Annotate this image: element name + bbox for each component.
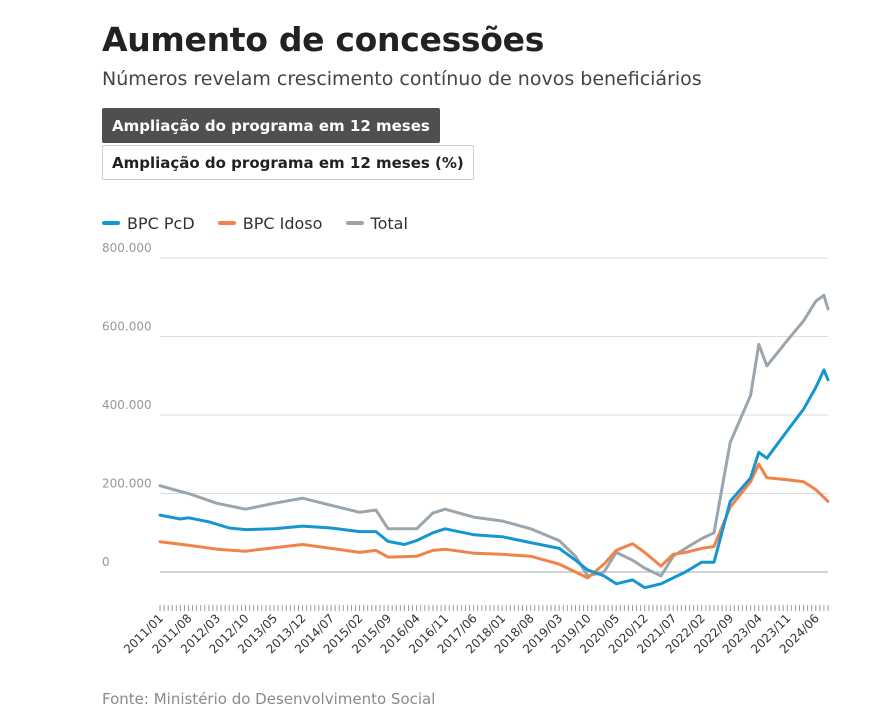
y-tick-label: 400.000 [102,398,152,412]
y-tick-label: 200.000 [102,477,152,491]
series-line-bpc-pcd [158,368,830,590]
legend-item-total[interactable]: Total [345,213,408,233]
legend-swatch-bpc-pcd [102,221,120,225]
page-subtitle: Números revelam crescimento contínuo de … [102,68,702,90]
line-chart: 0200.000400.000600.000800.0002011/012011… [102,241,830,656]
tab-group: Ampliação do programa em 12 meses Amplia… [102,108,862,180]
chart-header: Aumento de concessões Números revelam cr… [102,0,862,180]
page-title: Aumento de concessões [102,20,545,59]
chart-legend: BPC PcD BPC Idoso Total [102,210,426,233]
legend-label-bpc-pcd: BPC PcD [127,213,195,233]
y-tick-label: 800.000 [102,241,152,255]
tab-percent-growth[interactable]: Ampliação do programa em 12 meses (%) [102,145,474,180]
y-tick-label: 0 [102,555,110,569]
series-line-bpc-idoso [158,462,830,580]
legend-item-bpc-pcd[interactable]: BPC PcD [102,214,195,233]
tab-absolute-growth[interactable]: Ampliação do programa em 12 meses [102,108,440,143]
legend-swatch-total [345,221,364,225]
legend-label-bpc-idoso: BPC Idoso [242,213,323,233]
series-line-total [158,293,830,578]
legend-swatch-bpc-idoso [217,221,236,225]
legend-label-total: Total [370,213,408,233]
y-tick-label: 600.000 [102,320,152,334]
legend-item-bpc-idoso[interactable]: BPC Idoso [217,213,323,233]
source-note: Fonte: Ministério do Desenvolvimento Soc… [102,690,436,708]
